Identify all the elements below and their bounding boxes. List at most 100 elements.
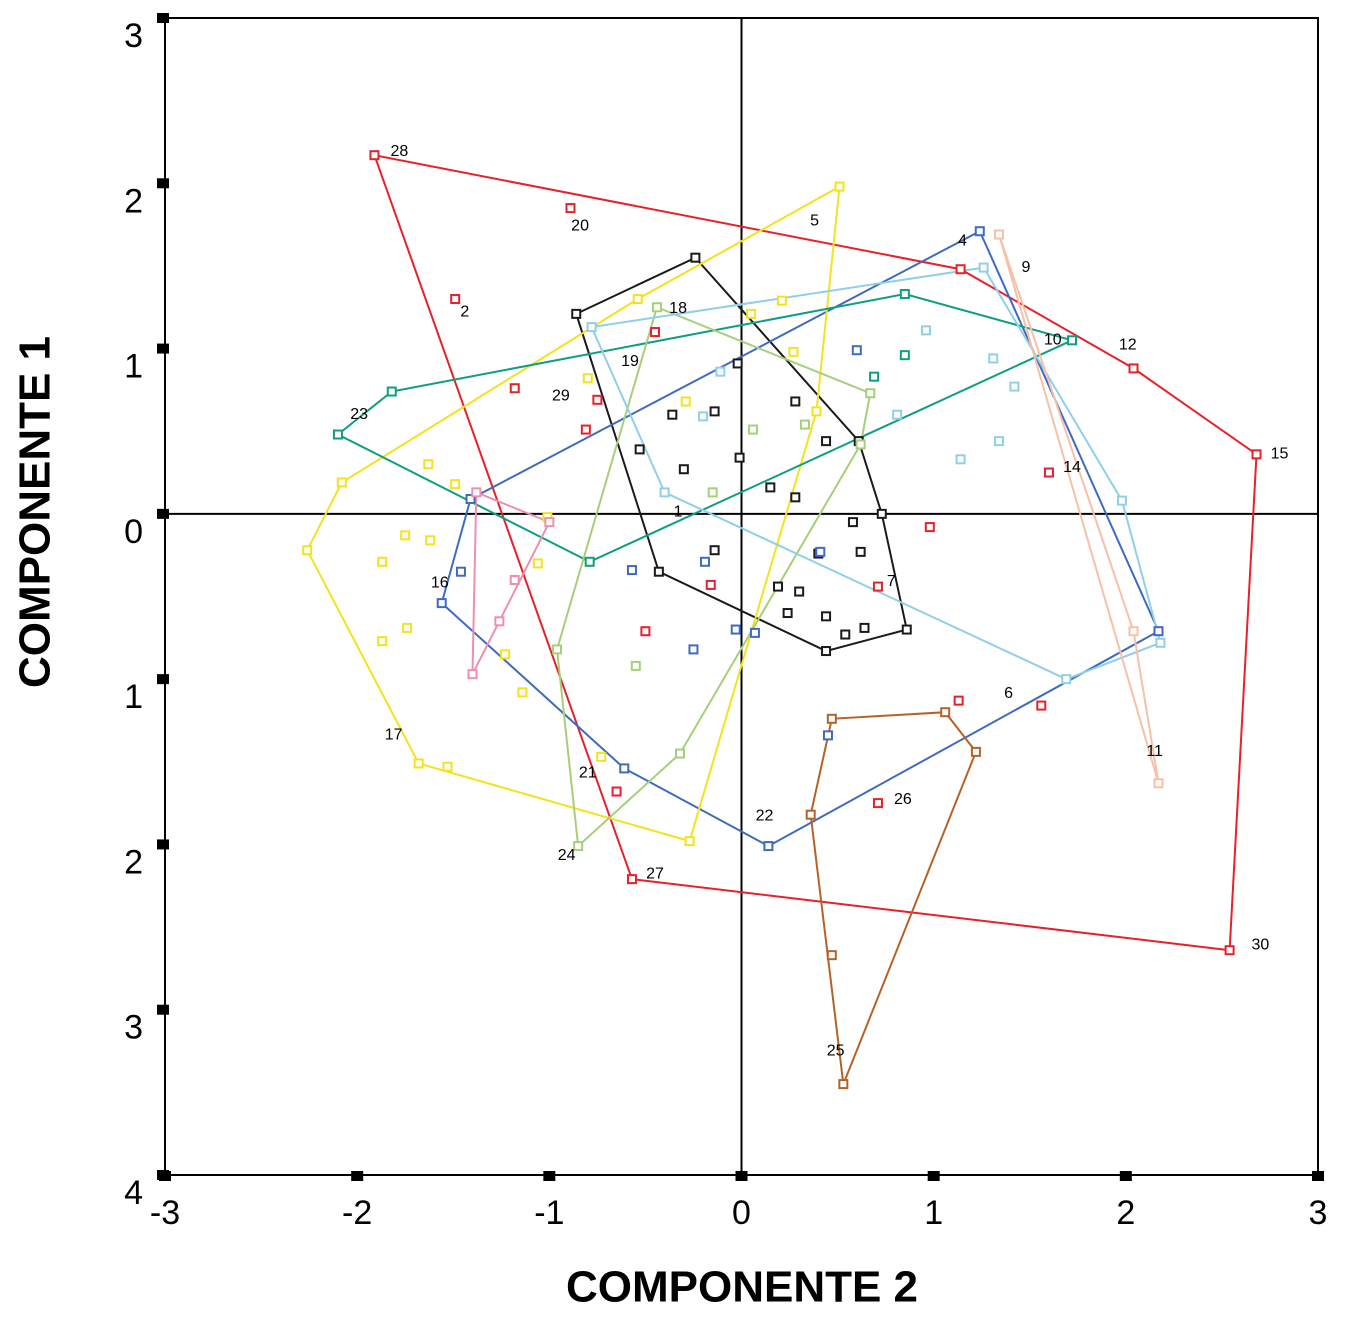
point <box>423 459 434 470</box>
group-outline <box>306 184 841 843</box>
point <box>651 302 662 313</box>
point <box>974 226 985 237</box>
point <box>707 487 718 498</box>
point <box>788 346 799 357</box>
point <box>1153 626 1164 637</box>
point <box>734 452 745 463</box>
point <box>580 424 591 435</box>
point <box>773 581 784 592</box>
point <box>573 841 584 852</box>
point <box>517 687 528 698</box>
group-outline <box>998 234 1160 784</box>
y-tick <box>157 839 169 850</box>
point <box>582 373 593 384</box>
point <box>377 556 388 567</box>
point <box>653 566 664 577</box>
point <box>302 545 313 556</box>
point <box>377 636 388 647</box>
annotation: 5 <box>810 213 819 230</box>
annotation: 9 <box>1021 259 1030 276</box>
point <box>467 669 478 680</box>
point <box>465 493 476 504</box>
point <box>611 786 622 797</box>
point <box>838 1079 849 1090</box>
point <box>920 325 931 336</box>
point <box>699 556 710 567</box>
point <box>765 482 776 493</box>
point <box>1128 626 1139 637</box>
point <box>892 409 903 420</box>
point <box>532 558 543 569</box>
point <box>688 644 699 655</box>
point <box>626 565 637 576</box>
point <box>821 646 832 657</box>
annotation: 11 <box>1146 743 1163 760</box>
y-axis-title: COMPONENTE 1 <box>11 336 60 688</box>
point <box>450 479 461 490</box>
point <box>596 751 607 762</box>
point <box>626 874 637 885</box>
point <box>436 598 447 609</box>
point <box>940 707 951 718</box>
point <box>834 181 845 192</box>
point <box>709 545 720 556</box>
x-tick-label: -3 <box>150 1194 180 1232</box>
point <box>1043 467 1054 478</box>
y-tick <box>157 674 169 685</box>
annotation: 12 <box>1119 336 1137 353</box>
point <box>1153 778 1164 789</box>
point <box>386 386 397 397</box>
x-axis-title: COMPONENTE 2 <box>566 1263 918 1312</box>
point <box>705 579 716 590</box>
point <box>1036 700 1047 711</box>
point <box>872 798 883 809</box>
point <box>855 439 866 450</box>
point <box>1155 637 1166 648</box>
point <box>840 629 851 640</box>
point <box>450 293 461 304</box>
point <box>901 624 912 635</box>
point <box>565 203 576 214</box>
x-tick <box>1119 1171 1132 1181</box>
y-tick <box>157 1004 169 1015</box>
point <box>632 293 643 304</box>
group-outline <box>809 711 978 1085</box>
point <box>821 611 832 622</box>
point <box>799 419 810 430</box>
point <box>815 546 826 557</box>
point <box>400 530 411 541</box>
annotation: 30 <box>1251 936 1269 953</box>
point <box>924 522 935 533</box>
annotation: 26 <box>894 791 912 808</box>
point <box>1128 363 1139 374</box>
point <box>730 624 741 635</box>
point <box>1061 674 1072 685</box>
annotation: 28 <box>391 143 409 160</box>
point <box>659 487 670 498</box>
annotation: 16 <box>431 574 449 591</box>
point <box>790 492 801 503</box>
point <box>684 836 695 847</box>
point <box>855 546 866 557</box>
point <box>425 535 436 546</box>
point <box>369 150 380 161</box>
point <box>584 556 595 567</box>
annotation: 18 <box>669 300 687 317</box>
x-tick <box>735 1171 748 1181</box>
annotation: 10 <box>1044 332 1062 349</box>
point <box>805 809 816 820</box>
point <box>988 353 999 364</box>
group-outline <box>575 256 908 653</box>
point <box>782 608 793 619</box>
annotation: 24 <box>558 847 576 864</box>
point <box>859 622 870 633</box>
point <box>544 517 555 528</box>
x-tick-label: 0 <box>732 1194 751 1232</box>
point <box>899 289 910 300</box>
y-tick <box>157 178 169 189</box>
point <box>748 424 759 435</box>
point <box>509 574 520 585</box>
annotation: 21 <box>579 765 597 782</box>
point <box>978 262 989 273</box>
